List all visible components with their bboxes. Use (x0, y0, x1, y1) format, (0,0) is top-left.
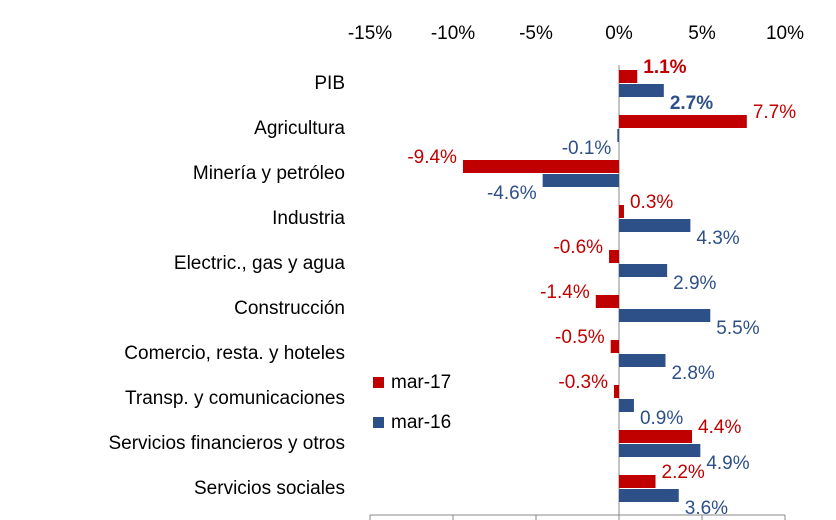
category-label: Servicios sociales (194, 478, 345, 499)
bar (619, 205, 624, 218)
value-label: -0.3% (558, 372, 608, 393)
value-label: 4.9% (706, 453, 749, 474)
value-label: 4.4% (698, 417, 741, 438)
category-label: Servicios financieros y otros (108, 433, 345, 454)
value-label: -1.4% (540, 282, 590, 303)
bar (619, 70, 638, 83)
value-label: 2.9% (673, 273, 716, 294)
value-label: 0.3% (630, 192, 673, 213)
bar (619, 399, 634, 412)
bar (619, 309, 711, 322)
bar (542, 174, 619, 187)
bar (617, 129, 619, 142)
category-label: Agricultura (254, 118, 345, 139)
category-label: Minería y petróleo (193, 163, 345, 184)
legend-label: mar-17 (391, 372, 451, 393)
bar (609, 250, 619, 263)
bar (595, 295, 619, 308)
bar (619, 354, 666, 367)
legend-swatch (373, 417, 384, 428)
bar (619, 444, 701, 457)
bar (462, 160, 619, 173)
value-label: 0.9% (640, 408, 683, 429)
tick-label: -10% (431, 23, 475, 44)
bar (610, 340, 619, 353)
category-label: PIB (314, 73, 345, 94)
value-label: -0.1% (562, 138, 612, 159)
value-label: -0.5% (555, 327, 605, 348)
category-label: Industria (272, 208, 345, 229)
tick-label: 0% (605, 23, 633, 44)
bar (619, 219, 691, 232)
value-label: 2.7% (670, 93, 713, 114)
category-label: Comercio, resta. y hoteles (124, 343, 345, 364)
bar (619, 84, 664, 97)
bar (619, 115, 747, 128)
value-label: -0.6% (553, 237, 603, 258)
legend-swatch (373, 377, 384, 388)
category-label: Construcción (234, 298, 345, 319)
value-label: 2.8% (671, 363, 714, 384)
category-label: Transp. y comunicaciones (125, 388, 345, 409)
legend-label: mar-16 (391, 412, 451, 433)
value-label: -9.4% (407, 147, 457, 168)
bar (614, 385, 619, 398)
bar (619, 264, 668, 277)
value-label: -4.6% (487, 183, 537, 204)
bar (619, 489, 679, 502)
tick-label: -15% (348, 23, 392, 44)
value-label: 2.2% (662, 462, 705, 483)
tick-label: 5% (688, 23, 716, 44)
value-label: 1.1% (643, 57, 686, 78)
bar (619, 475, 656, 488)
value-label: 7.7% (753, 102, 796, 123)
tick-label: 10% (766, 23, 804, 44)
value-label: 5.5% (716, 318, 759, 339)
category-label: Electric., gas y agua (174, 253, 346, 274)
value-label: 3.6% (685, 498, 728, 519)
value-label: 4.3% (696, 228, 739, 249)
bar (619, 430, 693, 443)
tick-label: -5% (519, 23, 553, 44)
